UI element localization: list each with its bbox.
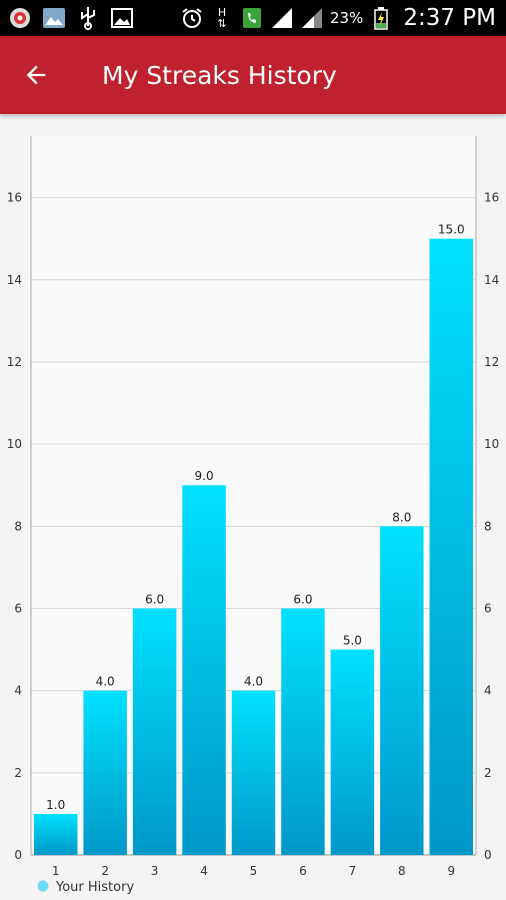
- network-h-icon: H ⇅: [217, 6, 227, 30]
- signal-icon-2: [300, 6, 324, 30]
- y-tick-label-right: 14: [484, 273, 499, 287]
- clock: 2:37 PM: [403, 5, 496, 31]
- bar-4: [182, 485, 226, 855]
- y-tick-label-left: 12: [7, 355, 22, 369]
- y-tick-label-left: 0: [14, 848, 22, 862]
- legend-label: Your History: [55, 880, 134, 895]
- y-tick-label-left: 14: [7, 273, 22, 287]
- x-tick-label: 8: [398, 864, 406, 878]
- battery-icon: [369, 6, 393, 30]
- app-bar: My Streaks History: [0, 36, 506, 114]
- data-label: 9.0: [195, 469, 214, 483]
- x-tick-label: 9: [447, 864, 455, 878]
- x-tick-label: 2: [101, 864, 109, 878]
- bar-9: [429, 238, 473, 855]
- bar-chart-svg: 0 0 2 2 4 4 6 6 8 8 10 10 12 12 14 14 16 16 1.0 1 4.0 2 6.0 3 9.…: [7, 136, 499, 895]
- gallery-icon: [42, 6, 66, 30]
- signal-icon: [270, 6, 294, 30]
- data-label: 1.0: [46, 798, 65, 812]
- x-tick-label: 1: [52, 864, 60, 878]
- y-tick-label-left: 10: [7, 437, 22, 451]
- bar-1: [34, 813, 78, 855]
- x-tick-label: 3: [151, 864, 159, 878]
- data-label: 8.0: [392, 510, 411, 524]
- streaks-chart: 0 0 2 2 4 4 6 6 8 8 10 10 12 12 14 14 16 16 1.0 1 4.0 2 6.0 3 9.…: [0, 114, 506, 900]
- x-tick-label: 5: [250, 864, 258, 878]
- y-tick-label-left: 6: [14, 601, 22, 615]
- bar-8: [380, 526, 424, 855]
- y-tick-label-right: 8: [484, 519, 492, 533]
- arrow-back-icon: [26, 65, 46, 85]
- phone-icon: [240, 6, 264, 30]
- data-label: 15.0: [438, 223, 465, 237]
- x-tick-label: 6: [299, 864, 307, 878]
- y-tick-label-right: 0: [484, 848, 492, 862]
- data-label: 4.0: [96, 675, 115, 689]
- y-tick-label-left: 4: [14, 684, 22, 698]
- alarm-icon: [180, 6, 204, 30]
- x-tick-label: 7: [349, 864, 357, 878]
- y-tick-label-left: 16: [7, 191, 22, 205]
- legend-swatch: [37, 880, 49, 892]
- bar-6: [281, 608, 325, 855]
- data-label: 6.0: [145, 592, 164, 606]
- back-button[interactable]: [0, 36, 72, 114]
- page-title: My Streaks History: [102, 60, 337, 90]
- data-label: 4.0: [244, 675, 263, 689]
- image-icon: [110, 6, 134, 30]
- y-tick-label-left: 2: [14, 766, 22, 780]
- data-label: 5.0: [343, 634, 362, 648]
- y-tick-label-right: 4: [484, 684, 492, 698]
- usb-icon: [76, 6, 100, 30]
- y-tick-label-right: 12: [484, 355, 499, 369]
- y-tick-label-left: 8: [14, 519, 22, 533]
- y-tick-label-right: 16: [484, 191, 499, 205]
- y-tick-label-right: 2: [484, 766, 492, 780]
- bar-3: [132, 608, 177, 855]
- y-tick-label-right: 10: [484, 437, 499, 451]
- bar-2: [83, 690, 127, 855]
- bar-7: [330, 649, 375, 855]
- bar-5: [231, 690, 276, 855]
- x-tick-label: 4: [200, 864, 208, 878]
- notification-icon: [8, 6, 32, 30]
- status-bar: H ⇅ 23% 2:37 PM: [0, 0, 506, 36]
- data-label: 6.0: [293, 592, 312, 606]
- battery-percent: 23%: [329, 9, 364, 27]
- y-tick-label-right: 6: [484, 601, 492, 615]
